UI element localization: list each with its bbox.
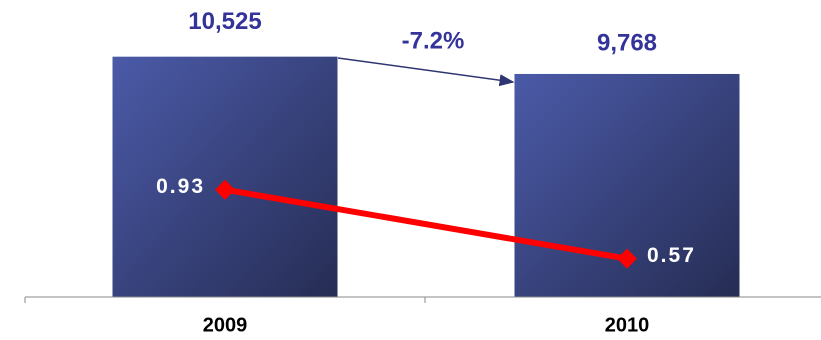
data-label: 0.57 (647, 244, 696, 267)
line-marker (617, 248, 637, 269)
line-marker (215, 179, 235, 200)
change-arrow (337, 57, 515, 87)
annotation: -7.2% (402, 27, 465, 54)
line (224, 186, 628, 262)
x-tick-label: 2009 (203, 314, 248, 336)
value-label: 10,525 (188, 8, 261, 35)
bar-shade (112, 56, 338, 297)
plot (112, 56, 740, 298)
value-label: 9,768 (597, 29, 657, 56)
data-label: 0.93 (156, 175, 205, 198)
x-tick-label: 2010 (605, 314, 650, 336)
